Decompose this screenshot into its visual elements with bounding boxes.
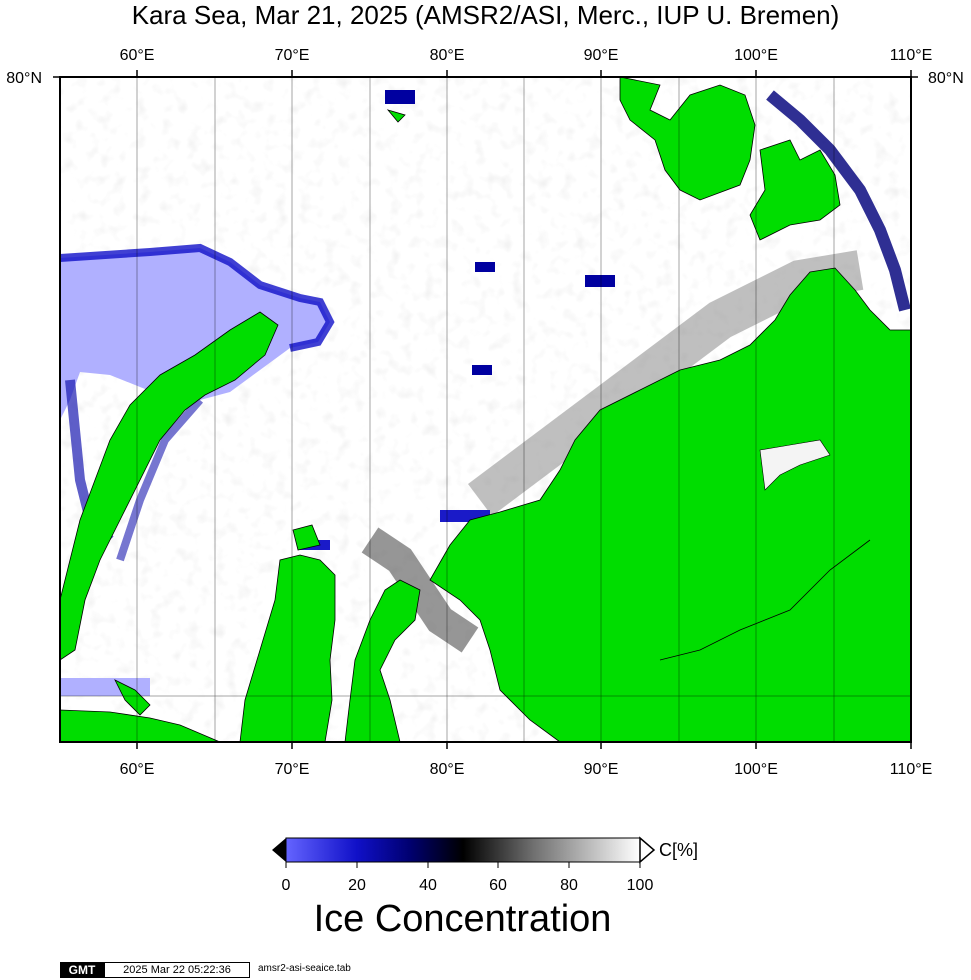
lon-label-bottom-60: 60°E: [120, 761, 155, 778]
lon-label-bottom-100: 100°E: [734, 761, 778, 778]
land-south-coast: [60, 709, 221, 742]
colorbar: 0 20 40 60 80 100: [272, 836, 656, 894]
colorbar-low-arrow: [272, 838, 286, 862]
land-novaya-zemlya: [60, 311, 279, 661]
lon-label-bottom-80: 80°E: [430, 761, 465, 778]
lon-label-top-60: 60°E: [120, 47, 155, 64]
low-ice-patch-4: [385, 90, 415, 104]
lon-label-top-110: 110°E: [890, 47, 933, 64]
low-ice-patch-3: [472, 365, 492, 375]
polynya-edge: [60, 243, 335, 352]
colorbar-title: Ice Concentration: [313, 898, 612, 940]
footer-filename: amsr2-asi-seaice.tab: [258, 963, 351, 974]
colorbar-unit: C[%]: [659, 840, 699, 860]
lon-label-top-80: 80°E: [430, 47, 465, 64]
lat-label-right-80: 80°N: [928, 70, 964, 87]
lat-label-left-80: 80°N: [6, 70, 42, 87]
map-title: Kara Sea, Mar 21, 2025 (AMSR2/ASI, Merc.…: [131, 0, 840, 30]
land-taymyr: [429, 267, 911, 742]
footer-timestamp: 2025 Mar 22 05:22:36: [104, 962, 250, 978]
river-taymyr: [659, 539, 871, 661]
low-ice-patch-2: [475, 262, 495, 272]
land-islet-north: [386, 109, 406, 123]
lon-label-bottom-70: 70°E: [275, 761, 310, 778]
graticule: [60, 77, 911, 742]
low-ice-patch-1: [585, 275, 615, 287]
colorbar-gradient: [285, 837, 641, 863]
colorbar-tick-0: 0: [282, 877, 291, 894]
colorbar-tick-20: 20: [348, 877, 366, 894]
low-ice-band-novaya: [116, 397, 204, 562]
lon-label-bottom-90: 90°E: [584, 761, 619, 778]
colorbar-high-arrow: [639, 836, 656, 864]
colorbar-tick-40: 40: [419, 877, 437, 894]
gmt-logo: GMT: [60, 962, 104, 978]
land-severnaya-south: [749, 139, 841, 241]
map-frame: [59, 76, 912, 743]
land-yamal: [239, 554, 336, 742]
lon-label-top-70: 70°E: [275, 47, 310, 64]
open-water-polynya: [60, 248, 330, 420]
lon-label-top-100: 100°E: [734, 47, 778, 64]
colorbar-tick-60: 60: [489, 877, 507, 894]
land-severnaya-zemlya: [619, 77, 756, 201]
land-vaygach: [114, 679, 151, 716]
land-gydan: [344, 579, 421, 742]
lon-label-bottom-110: 110°E: [890, 761, 933, 778]
map-canvas: [60, 77, 911, 742]
colorbar-tick-100: 100: [627, 877, 654, 894]
colorbar-tick-80: 80: [560, 877, 578, 894]
land-yamal-tip: [292, 524, 321, 551]
lon-label-top-90: 90°E: [584, 47, 619, 64]
lake-taymyr: [759, 439, 831, 491]
low-ice-band-east: [766, 90, 911, 312]
tick-marks: [53, 70, 918, 749]
